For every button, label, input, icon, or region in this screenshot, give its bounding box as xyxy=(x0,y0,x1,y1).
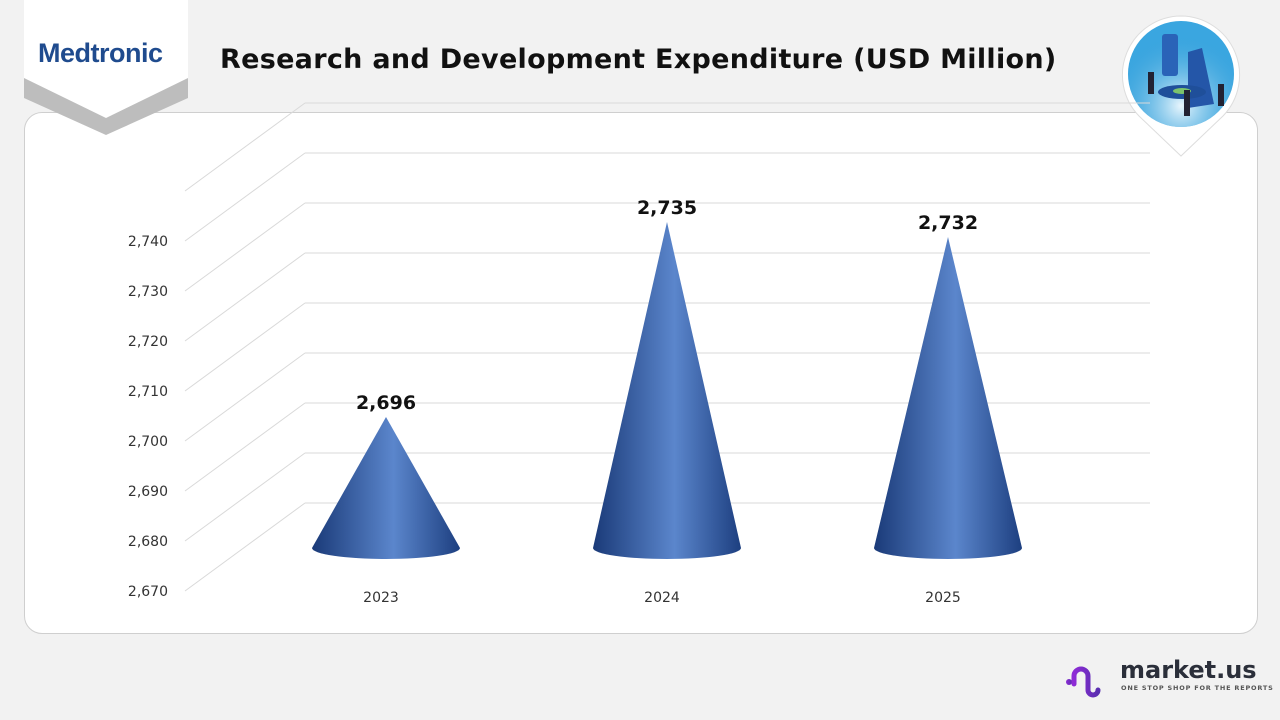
x-axis-ticks: 2023 2024 2025 xyxy=(363,590,961,606)
cone-2023: 2,696 xyxy=(312,392,460,559)
y-tick-label: 2,680 xyxy=(128,534,168,550)
chart-title: Research and Development Expenditure (US… xyxy=(220,44,1057,75)
gridline-diagonal xyxy=(184,402,306,492)
cone-2024: 2,735 xyxy=(593,197,741,559)
y-tick-label: 2,700 xyxy=(128,434,168,450)
y-tick-label: 2,740 xyxy=(128,234,168,250)
medtronic-logo-badge xyxy=(24,0,188,135)
data-label: 2,732 xyxy=(918,212,978,234)
y-tick-label: 2,690 xyxy=(128,484,168,500)
x-tick-label: 2023 xyxy=(363,590,399,606)
gridline-diagonal xyxy=(184,102,306,192)
cones: 2,696 2,735 2,732 xyxy=(312,197,1022,559)
market-us-tagline: ONE STOP SHOP FOR THE REPORTS xyxy=(1121,684,1274,692)
y-tick-label: 2,670 xyxy=(128,584,168,600)
gridline-diagonal xyxy=(184,252,306,342)
x-tick-label: 2024 xyxy=(644,590,680,606)
medtronic-logo: Medtronic xyxy=(38,38,163,68)
cone-mark xyxy=(593,222,741,559)
microscope-illustration-icon xyxy=(1121,15,1241,157)
gridline-diagonal xyxy=(184,352,306,442)
gridline-diagonal xyxy=(184,502,306,592)
gridline-diagonal xyxy=(184,452,306,542)
cone-2025: 2,732 xyxy=(874,212,1022,559)
y-tick-label: 2,720 xyxy=(128,334,168,350)
y-axis-ticks: 2,670 2,680 2,690 2,700 2,710 2,720 2,730 2,740 xyxy=(128,234,168,600)
cone-mark xyxy=(874,237,1022,559)
gridline-diagonal xyxy=(184,302,306,392)
gridline-diagonal xyxy=(184,152,306,242)
y-tick-label: 2,730 xyxy=(128,284,168,300)
x-tick-label: 2025 xyxy=(925,590,961,606)
data-label: 2,735 xyxy=(637,197,697,219)
y-tick-label: 2,710 xyxy=(128,384,168,400)
cone-mark xyxy=(312,417,460,559)
market-us-wordmark: market.us xyxy=(1120,656,1257,684)
market-us-logo-icon xyxy=(1066,665,1116,698)
data-label: 2,696 xyxy=(356,392,416,414)
gridline-diagonal xyxy=(184,202,306,292)
